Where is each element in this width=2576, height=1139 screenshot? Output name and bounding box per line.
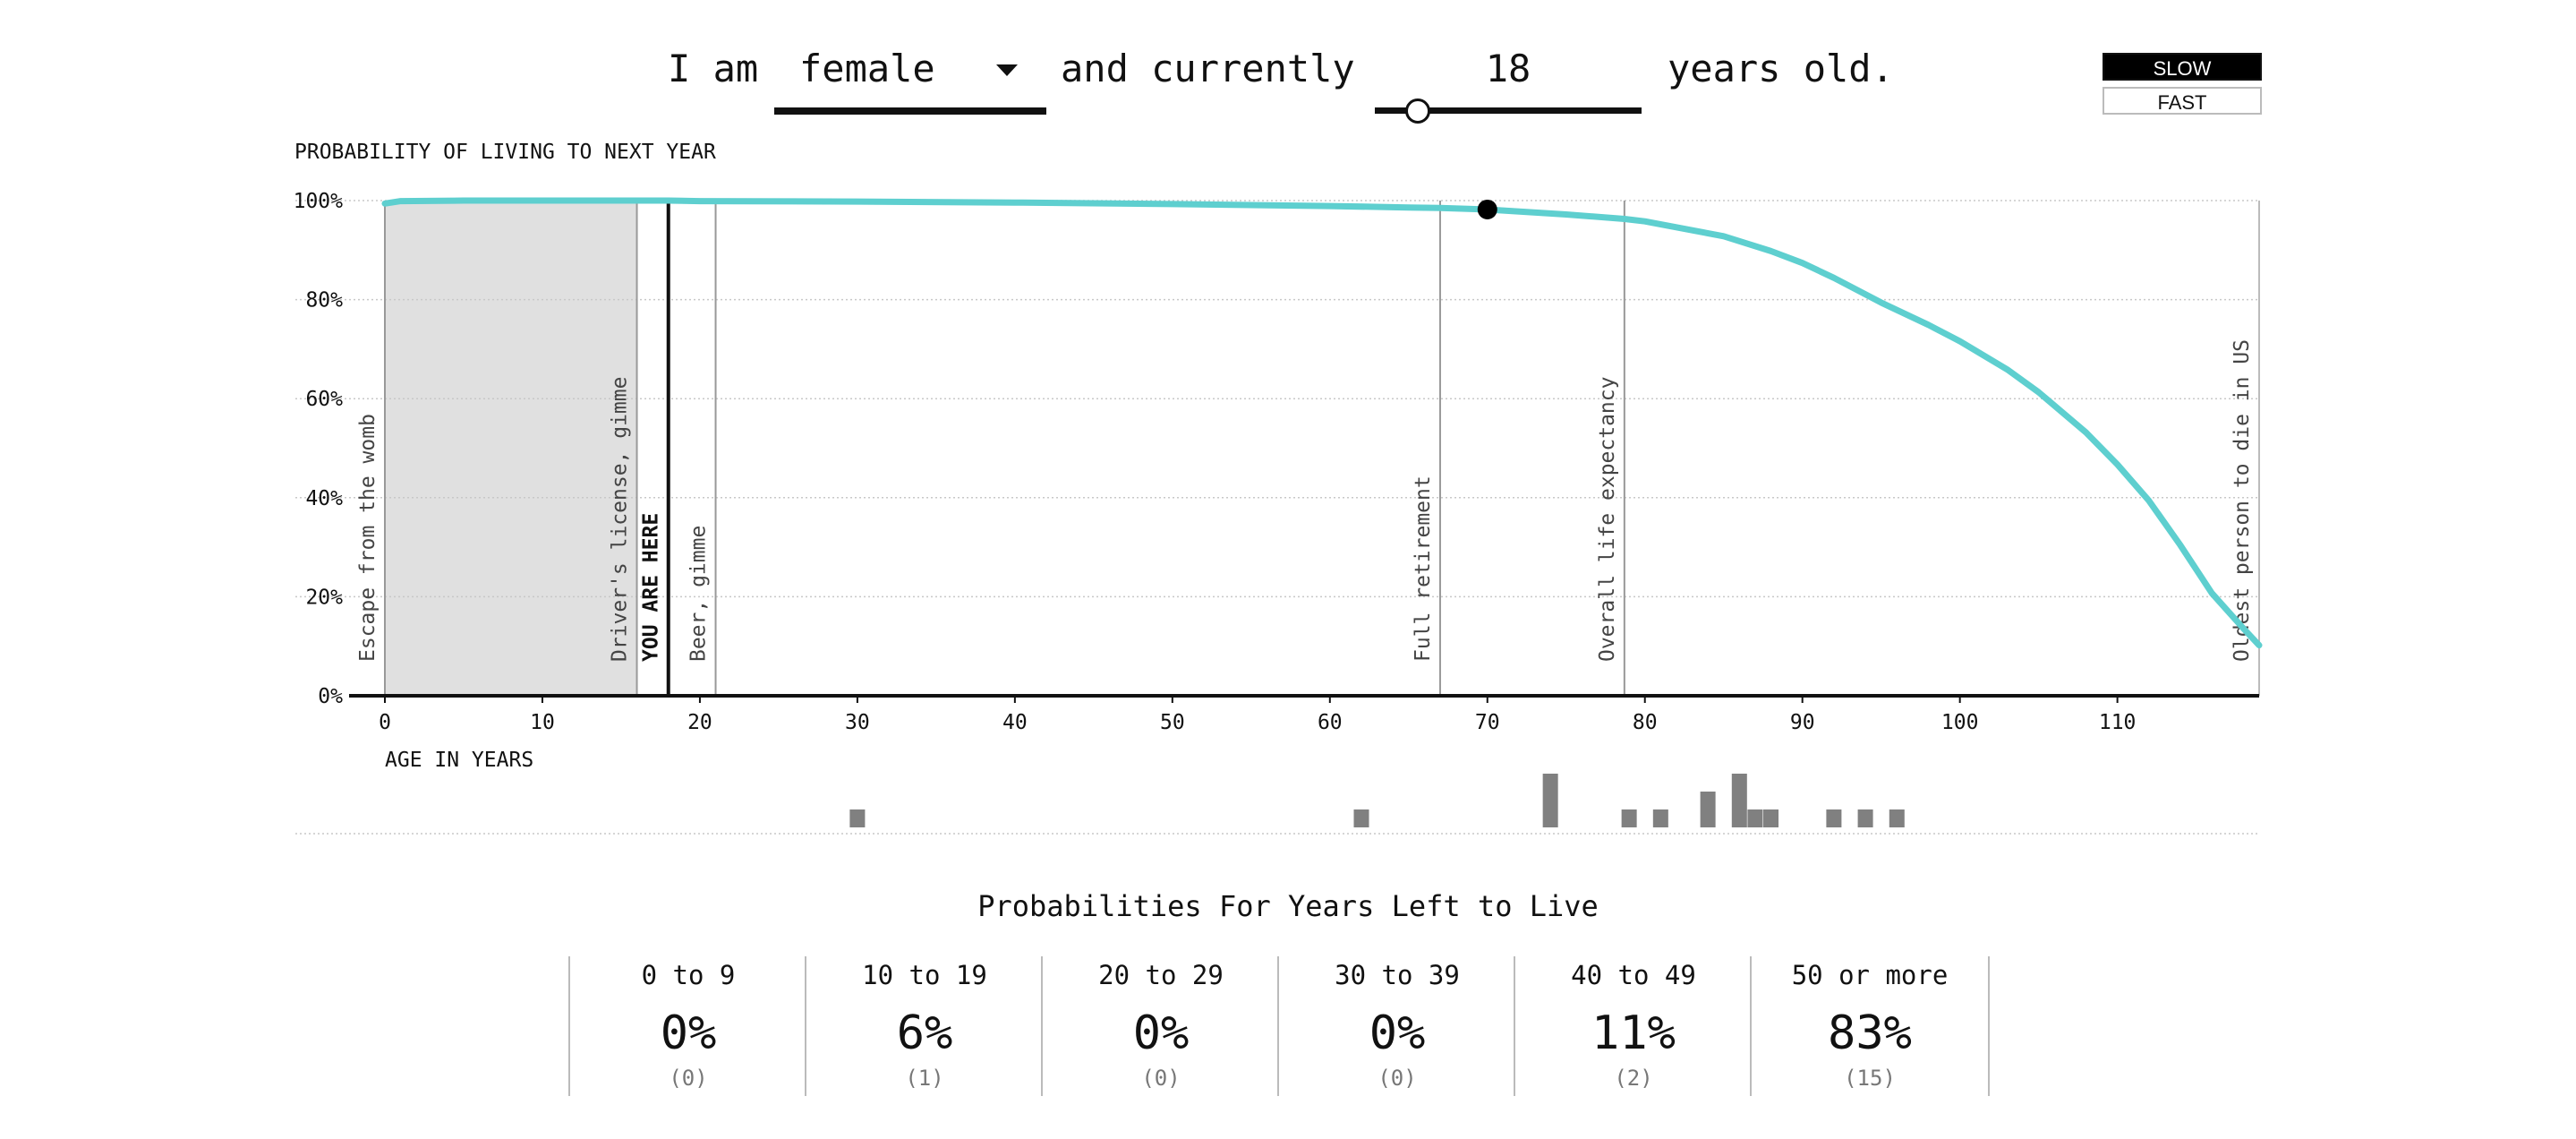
stat-count: (15) — [1844, 1066, 1896, 1091]
stat-count: (0) — [1378, 1066, 1417, 1091]
x-axis-label: AGE IN YEARS — [385, 749, 534, 772]
stat-percent: 6% — [896, 1006, 953, 1060]
stat-percent: 0% — [1369, 1006, 1426, 1060]
sentence-suffix: years old. — [1668, 47, 1894, 90]
x-tick-label: 70 — [1475, 711, 1500, 734]
stat-column: 0 to 9 0% (0) — [568, 956, 806, 1096]
stat-range: 40 to 49 — [1571, 960, 1696, 990]
stat-percent: 0% — [660, 1006, 717, 1060]
stat-range: 0 to 9 — [641, 960, 736, 990]
stat-column: 50 or more 83% (15) — [1750, 956, 1990, 1096]
current-simulation-marker — [1477, 199, 1497, 219]
milestone-label: Driver's license, gimme — [609, 377, 632, 663]
x-tick-label: 10 — [530, 711, 555, 734]
x-tick-label: 110 — [2099, 711, 2137, 734]
stat-range: 20 to 29 — [1098, 960, 1224, 990]
shaded-region — [385, 201, 637, 696]
milestone-label: Full retirement — [1412, 475, 1435, 662]
y-tick-label: 20% — [305, 586, 343, 609]
slow-button[interactable]: SLOW — [2103, 53, 2262, 81]
stat-count: (0) — [1141, 1066, 1181, 1091]
age-slider-thumb[interactable] — [1405, 98, 1430, 124]
histogram-bar — [1889, 809, 1905, 827]
stat-count: (0) — [669, 1066, 708, 1091]
y-tick-label: 60% — [305, 388, 343, 411]
fast-button[interactable]: FAST — [2103, 87, 2262, 115]
histogram-bar — [1353, 809, 1369, 827]
histogram-bar — [1542, 774, 1558, 827]
histogram-bar — [1731, 774, 1747, 827]
milestone-label: Escape from the womb — [356, 414, 380, 662]
milestone-label: Overall life expectancy — [1596, 377, 1619, 663]
stat-percent: 11% — [1591, 1006, 1676, 1060]
sentence-prefix: I am — [668, 47, 759, 90]
y-tick-label: 80% — [305, 289, 343, 313]
sex-select-value: female — [799, 47, 935, 90]
stat-range: 10 to 19 — [862, 960, 987, 990]
age-slider[interactable]: 18 — [1375, 36, 1642, 124]
histogram-bar — [1857, 809, 1873, 827]
milestone-label: Beer, gimme — [687, 526, 711, 662]
sentence-middle: and currently — [1061, 47, 1355, 90]
histogram-bar — [1763, 809, 1779, 827]
x-tick-label: 0 — [379, 711, 391, 734]
x-tick-label: 50 — [1160, 711, 1185, 734]
histogram-bar — [1700, 792, 1716, 827]
age-slider-track[interactable] — [1375, 107, 1642, 114]
milestone-label: YOU ARE HERE — [640, 513, 663, 662]
sex-select[interactable]: female — [774, 36, 1046, 115]
histogram-bar — [1826, 809, 1842, 827]
x-tick-label: 40 — [1002, 711, 1028, 734]
y-tick-label: 40% — [305, 487, 343, 510]
stat-range: 50 or more — [1791, 960, 1949, 990]
stat-count: (1) — [905, 1066, 944, 1091]
histogram-bar — [1621, 809, 1637, 827]
stat-percent: 83% — [1828, 1006, 1912, 1060]
histogram-bar — [849, 809, 866, 827]
y-tick-label: 100% — [294, 190, 344, 213]
histogram-bar — [1652, 809, 1668, 827]
stat-percent: 0% — [1132, 1006, 1190, 1060]
age-value: 18 — [1485, 47, 1531, 90]
x-tick-label: 20 — [687, 711, 712, 734]
stat-column: 30 to 39 0% (0) — [1277, 956, 1515, 1096]
histogram-bar — [1747, 809, 1763, 827]
stats-title: Probabilities For Years Left to Live — [977, 889, 1599, 923]
survival-chart: 0% 20% 40% 60% 80% 100% Escape from the womb Dr… — [294, 190, 2263, 835]
chart-title: PROBABILITY OF LIVING TO NEXT YEAR — [294, 141, 716, 164]
y-tick-label: 0% — [318, 685, 343, 708]
x-tick-label: 100 — [1941, 711, 1979, 734]
survival-curve — [381, 197, 2263, 649]
stat-count: (2) — [1614, 1066, 1653, 1091]
stat-column: 20 to 29 0% (0) — [1041, 956, 1279, 1096]
x-tick-label: 30 — [845, 711, 870, 734]
x-tick-label: 60 — [1318, 711, 1343, 734]
stat-column: 10 to 19 6% (1) — [805, 956, 1043, 1096]
milestone-label: Oldest person to die in US — [2231, 339, 2254, 662]
sex-select-underline — [774, 107, 1046, 115]
x-tick-label: 80 — [1633, 711, 1658, 734]
x-tick-label: 90 — [1790, 711, 1815, 734]
chevron-down-icon[interactable] — [996, 64, 1018, 76]
stat-column: 40 to 49 11% (2) — [1514, 956, 1752, 1096]
stat-range: 30 to 39 — [1335, 960, 1460, 990]
